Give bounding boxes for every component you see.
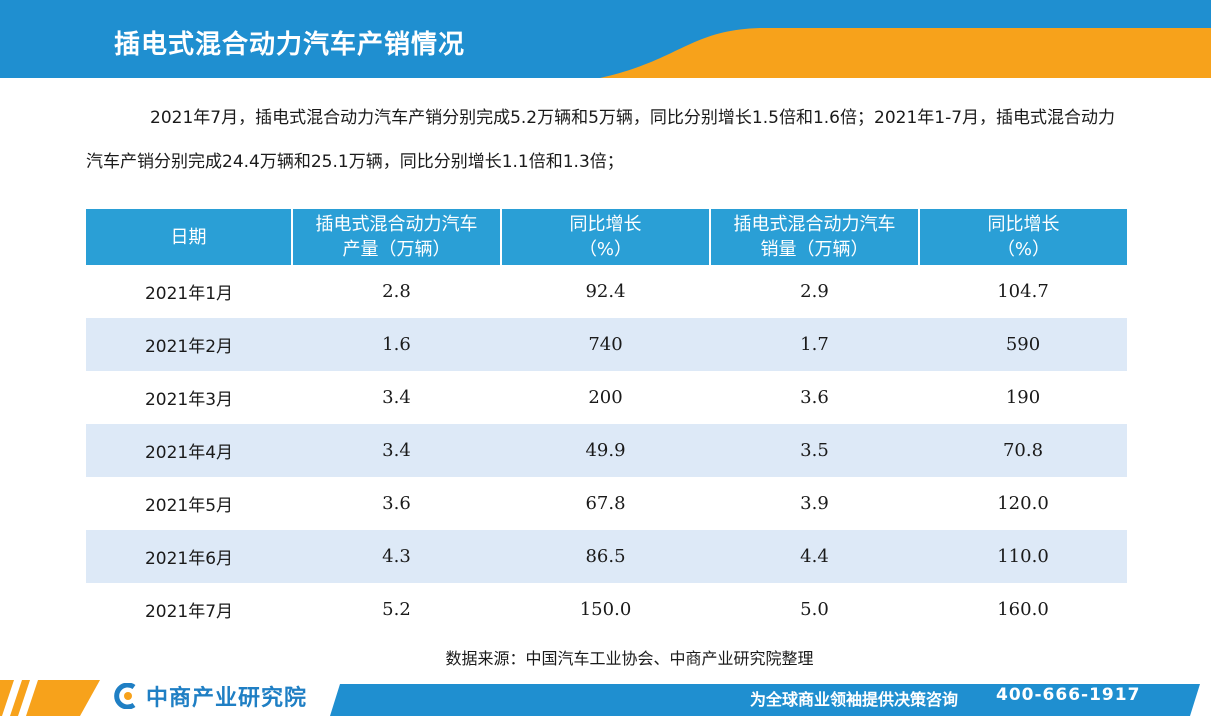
cell-production-yoy: 150.0: [501, 583, 710, 636]
cell-production: 4.3: [292, 530, 501, 583]
cell-production-yoy: 92.4: [501, 265, 710, 318]
table-row: 2021年1月 2.8 92.4 2.9 104.7: [86, 265, 1127, 318]
cell-date: 2021年4月: [86, 424, 292, 477]
table-row: 2021年3月 3.4 200 3.6 190: [86, 371, 1127, 424]
cell-sales: 5.0: [710, 583, 919, 636]
cell-sales-yoy: 120.0: [919, 477, 1127, 530]
cell-sales-yoy: 110.0: [919, 530, 1127, 583]
cell-sales: 2.9: [710, 265, 919, 318]
cell-sales-yoy: 104.7: [919, 265, 1127, 318]
cell-production-yoy: 67.8: [501, 477, 710, 530]
header-production-yoy: 同比增长 （%）: [501, 209, 711, 265]
logo-icon: [114, 683, 136, 709]
cell-sales-yoy: 70.8: [919, 424, 1127, 477]
cell-production: 3.6: [292, 477, 501, 530]
header-background: [0, 0, 1211, 78]
cell-date: 2021年2月: [86, 318, 292, 371]
footer-bar: [0, 680, 1211, 716]
logo-text: 中商产业研究院: [146, 686, 308, 711]
table-header-row: 日期 插电式混合动力汽车 产量（万辆） 同比增长 （%） 插电式混合动力汽车 销量（万…: [86, 209, 1127, 265]
header-date: 日期: [86, 209, 293, 265]
header-sales-yoy: 同比增长 （%）: [919, 209, 1127, 265]
cell-production-yoy: 200: [501, 371, 710, 424]
table-row: 2021年2月 1.6 740 1.7 590: [86, 318, 1127, 371]
footer-background: [0, 680, 1200, 716]
source-note: 数据来源：中国汽车工业协会、中商产业研究院整理: [0, 645, 1211, 669]
table-row: 2021年7月 5.2 150.0 5.0 160.0: [86, 583, 1127, 636]
cell-date: 2021年5月: [86, 477, 292, 530]
cell-date: 2021年3月: [86, 371, 292, 424]
cell-sales: 3.9: [710, 477, 919, 530]
cell-production: 1.6: [292, 318, 501, 371]
cell-production-yoy: 49.9: [501, 424, 710, 477]
cell-date: 2021年1月: [86, 265, 292, 318]
cell-sales-yoy: 590: [919, 318, 1127, 371]
cell-sales: 3.5: [710, 424, 919, 477]
cell-date: 2021年7月: [86, 583, 292, 636]
footer-phone: 400-666-1917: [996, 685, 1141, 705]
data-table: 日期 插电式混合动力汽车 产量（万辆） 同比增长 （%） 插电式混合动力汽车 销量（万…: [86, 209, 1127, 636]
cell-sales: 4.4: [710, 530, 919, 583]
cell-production: 3.4: [292, 424, 501, 477]
table-row: 2021年6月 4.3 86.5 4.4 110.0: [86, 530, 1127, 583]
cell-sales: 3.6: [710, 371, 919, 424]
cell-production: 2.8: [292, 265, 501, 318]
header-production: 插电式混合动力汽车 产量（万辆）: [292, 209, 502, 265]
table-row: 2021年5月 3.6 67.8 3.9 120.0: [86, 477, 1127, 530]
cell-production: 3.4: [292, 371, 501, 424]
header-banner: 插电式混合动力汽车产销情况: [0, 0, 1211, 78]
table-row: 2021年4月 3.4 49.9 3.5 70.8: [86, 424, 1127, 477]
cell-production-yoy: 86.5: [501, 530, 710, 583]
cell-sales: 1.7: [710, 318, 919, 371]
cell-production: 5.2: [292, 583, 501, 636]
footer-slogan: 为全球商业领袖提供决策咨询: [750, 690, 959, 709]
page-title: 插电式混合动力汽车产销情况: [114, 30, 466, 60]
intro-paragraph: 2021年7月，插电式混合动力汽车产销分别完成5.2万辆和5万辆，同比分别增长1…: [86, 108, 1116, 172]
cell-production-yoy: 740: [501, 318, 710, 371]
cell-sales-yoy: 190: [919, 371, 1127, 424]
source-text: 数据来源：中国汽车工业协会、中商产业研究院整理: [445, 649, 814, 668]
cell-sales-yoy: 160.0: [919, 583, 1127, 636]
cell-date: 2021年6月: [86, 530, 292, 583]
header-sales: 插电式混合动力汽车 销量（万辆）: [710, 209, 920, 265]
company-logo: 中商产业研究院: [112, 682, 308, 711]
